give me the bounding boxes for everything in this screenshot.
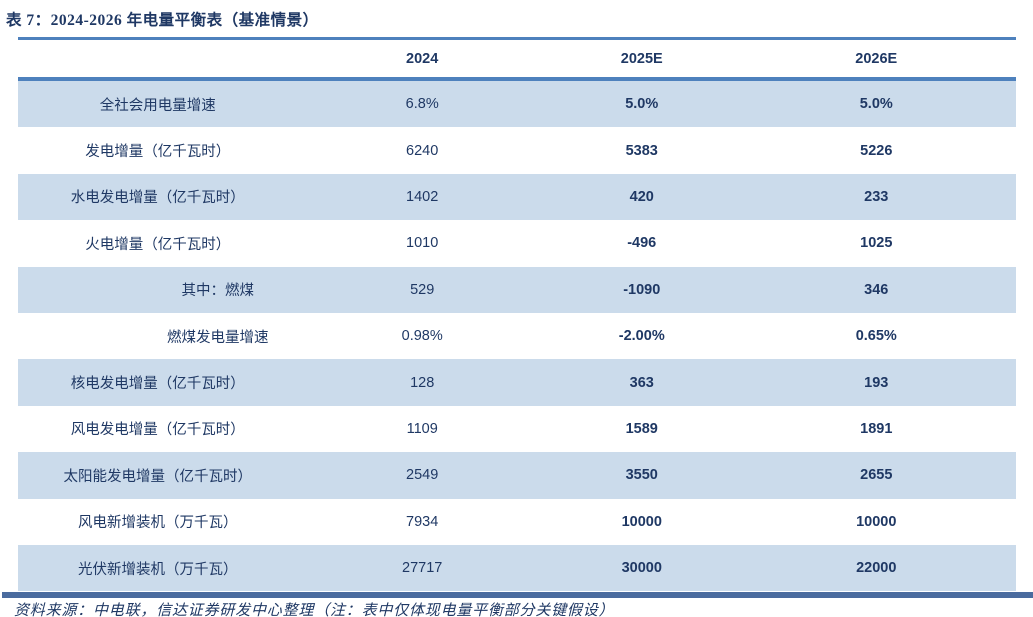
value-2026e: 2655: [860, 467, 893, 484]
table-row: 发电增量（亿千瓦时） 6240 5383 5226: [18, 127, 1016, 174]
value-2026e: 1891: [860, 420, 893, 437]
table-row: 太阳能发电增量（亿千瓦时） 2549 3550 2655: [18, 452, 1016, 499]
table-row: 火电增量（亿千瓦时） 1010 -496 1025: [18, 220, 1016, 267]
value-2024: 529: [410, 281, 435, 298]
table-row: 光伏新增装机（万千瓦） 27717 30000 22000: [18, 544, 1016, 592]
header-cell-2024: 2024: [406, 51, 439, 67]
value-2024: 0.98%: [401, 328, 443, 345]
value-2024: 128: [410, 374, 435, 391]
value-2025e: -496: [627, 235, 657, 252]
value-2025e: 363: [629, 374, 654, 391]
value-2025e: 5383: [625, 142, 658, 159]
value-2026e: 10000: [856, 513, 897, 530]
table-bottom-bar: [2, 592, 1033, 598]
table-header-row: 2024 2025E 2026E: [18, 41, 1016, 77]
row-label: 风电新增装机（万千瓦）: [77, 515, 238, 532]
value-2024: 6.8%: [405, 96, 439, 113]
value-2024: 2549: [406, 467, 439, 484]
value-2026e: 0.65%: [855, 328, 897, 345]
table-row: 水电发电增量（亿千瓦时） 1402 420 233: [18, 173, 1016, 221]
row-label: 发电增量（亿千瓦时）: [85, 144, 231, 161]
value-2025e: 30000: [621, 560, 662, 577]
value-2026e: 233: [864, 188, 889, 205]
header-cell-2025e: 2025E: [620, 51, 663, 67]
value-2024: 7934: [406, 513, 439, 530]
row-label: 火电增量（亿千瓦时）: [85, 236, 231, 253]
row-label: 水电发电增量（亿千瓦时）: [70, 190, 245, 207]
table-row: 风电新增装机（万千瓦） 7934 10000 10000: [18, 498, 1016, 545]
header-underline: [18, 77, 1016, 81]
table-title: 表 7：2024-2026 年电量平衡表（基准情景）: [6, 12, 319, 29]
table-row: 全社会用电量增速 6.8% 5.0% 5.0%: [18, 81, 1016, 128]
value-2026e: 5226: [860, 142, 893, 159]
row-label: 燃煤发电量增速: [166, 329, 269, 346]
row-label: 光伏新增装机（万千瓦）: [77, 561, 238, 578]
row-label: 其中：燃煤: [181, 283, 254, 300]
value-2025e: 3550: [625, 467, 658, 484]
row-label: 太阳能发电增量（亿千瓦时）: [63, 468, 252, 485]
row-label: 风电发电增量（亿千瓦时）: [70, 422, 245, 439]
value-2025e: -2.00%: [618, 328, 665, 345]
row-label: 核电发电增量（亿千瓦时）: [70, 376, 245, 393]
value-2026e: 193: [864, 374, 889, 391]
table-row: 风电发电增量（亿千瓦时） 1109 1589 1891: [18, 405, 1016, 453]
value-2024: 27717: [402, 560, 443, 577]
header-cell-2026e: 2026E: [855, 51, 898, 67]
value-2025e: 5.0%: [625, 96, 659, 113]
value-2026e: 346: [864, 281, 889, 298]
table-row: 其中：燃煤 529 -1090 346: [18, 266, 1016, 313]
source-note: 资料来源：中电联，信达证券研发中心整理（注：表中仅体现电量平衡部分关键假设）: [14, 603, 615, 617]
value-2026e: 5.0%: [859, 96, 893, 113]
value-2025e: 1589: [625, 420, 658, 437]
value-2025e: 420: [629, 188, 654, 205]
value-2024: 1109: [406, 420, 438, 437]
value-2024: 1402: [406, 188, 439, 205]
value-2025e: 10000: [621, 513, 662, 530]
value-2025e: -1090: [623, 281, 661, 298]
value-2026e: 22000: [856, 560, 897, 577]
value-2024: 6240: [406, 142, 439, 159]
value-2024: 1010: [406, 235, 439, 252]
table-row: 燃煤发电量增速 0.98% -2.00% 0.65%: [18, 312, 1016, 360]
table-row: 核电发电增量（亿千瓦时） 128 363 193: [18, 359, 1016, 406]
value-2026e: 1025: [860, 235, 893, 252]
title-underline: [18, 37, 1016, 40]
row-label: 全社会用电量增速: [99, 97, 216, 114]
table-body: 全社会用电量增速 6.8% 5.0% 5.0% 发电增量（亿千瓦时） 6240 5383 52…: [18, 81, 1016, 592]
